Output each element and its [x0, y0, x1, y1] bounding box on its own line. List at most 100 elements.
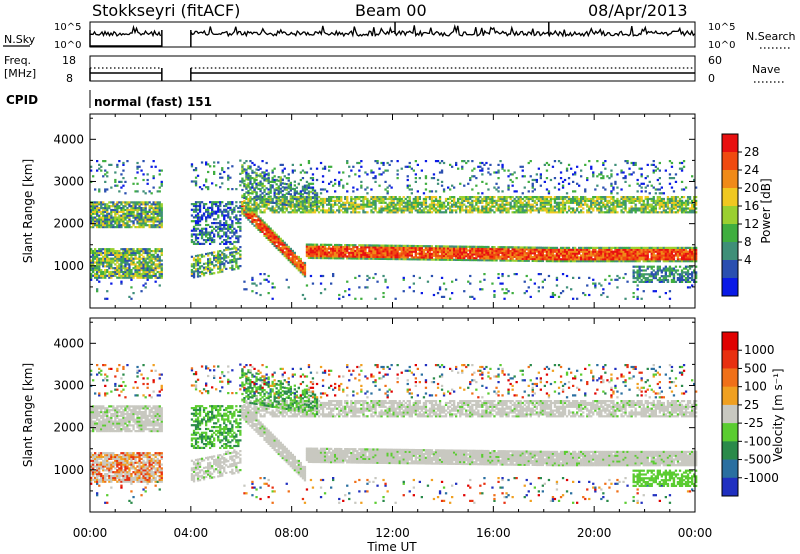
power-cell — [561, 209, 565, 212]
power-cell — [319, 209, 323, 212]
power-cell — [235, 246, 238, 249]
power-cell — [366, 257, 369, 260]
power-cell — [592, 250, 595, 253]
power-cell — [209, 216, 212, 219]
power-cell — [192, 208, 196, 211]
power-cell — [551, 248, 555, 251]
power-cell — [194, 262, 198, 265]
power-cell — [479, 255, 482, 258]
power-cell — [578, 248, 581, 251]
power-cell — [549, 201, 553, 204]
power-cell — [517, 205, 520, 208]
power-cell — [138, 274, 141, 277]
power-cell — [384, 244, 387, 247]
power-cell — [243, 211, 246, 214]
power-cell — [315, 207, 319, 210]
power-cell — [138, 248, 141, 251]
power-cell — [108, 267, 111, 270]
power-cell — [263, 221, 266, 224]
power-cell — [440, 247, 444, 250]
power-cell — [239, 255, 242, 258]
power-cell — [557, 250, 561, 253]
power-cell — [467, 205, 470, 208]
power-cell — [259, 273, 262, 276]
power-cell — [120, 261, 123, 264]
power-cell — [491, 199, 494, 202]
power-cell — [328, 255, 331, 258]
power-cell — [132, 259, 135, 262]
power-cell — [588, 199, 591, 202]
power-cell — [120, 280, 123, 283]
power-cell — [126, 203, 129, 206]
power-cell — [257, 195, 260, 198]
power-cell — [420, 256, 423, 259]
power-cell — [110, 259, 113, 262]
power-cell — [239, 159, 242, 162]
power-cell — [527, 199, 530, 202]
power-cell — [124, 261, 127, 264]
power-cell — [257, 174, 260, 177]
power-cell — [438, 209, 442, 212]
power-cell — [525, 207, 528, 210]
power-cell — [156, 224, 159, 227]
power-cell — [537, 286, 540, 289]
power-cell — [106, 253, 109, 256]
power-cell — [430, 249, 434, 252]
power-cell — [590, 167, 593, 170]
power-cell — [267, 172, 270, 175]
power-cell — [551, 246, 555, 249]
power-cell — [313, 247, 317, 250]
power-cell — [192, 242, 196, 245]
power-cell — [541, 246, 544, 249]
power-cell — [352, 165, 355, 168]
power-cell — [299, 194, 302, 197]
power-cell — [255, 186, 258, 189]
power-cell — [394, 254, 397, 257]
power-cell — [531, 250, 534, 253]
power-cell — [354, 197, 357, 201]
power-cell — [386, 186, 389, 189]
power-cell — [315, 167, 319, 170]
power-cell — [426, 247, 430, 250]
power-cell — [209, 212, 212, 215]
power-cell — [328, 201, 331, 204]
power-cell — [233, 251, 236, 254]
power-cell — [428, 197, 432, 201]
power-cell — [461, 167, 464, 170]
power-cell — [340, 205, 343, 208]
power-cell — [402, 256, 405, 259]
power-cell — [233, 268, 236, 271]
power-cell — [563, 209, 567, 212]
power-cell — [257, 226, 260, 229]
power-cell — [112, 224, 115, 227]
power-cell — [231, 188, 234, 191]
power-cell — [563, 197, 567, 201]
power-cell — [146, 267, 149, 270]
power-cell — [225, 222, 228, 225]
power-cell — [247, 203, 250, 206]
power-cell — [457, 199, 460, 202]
power-cell — [330, 211, 333, 214]
power-cell — [267, 229, 270, 232]
freq-label-line2: [MHz] — [4, 67, 36, 80]
power-cell — [307, 161, 311, 165]
power-cell — [104, 222, 107, 225]
power-cell — [196, 273, 200, 276]
power-cell — [545, 201, 549, 204]
power-cell — [418, 177, 421, 180]
power-cell — [249, 196, 252, 199]
power-cell — [140, 222, 143, 225]
power-cell — [277, 247, 280, 250]
power-cell — [531, 252, 534, 255]
power-cell — [477, 205, 480, 208]
power-cell — [100, 226, 103, 229]
power-cell — [241, 177, 244, 180]
power-cell — [479, 251, 482, 254]
power-cell — [102, 160, 105, 163]
power-cell — [239, 253, 242, 256]
power-cell — [537, 256, 540, 259]
power-cell — [555, 258, 559, 261]
power-cell — [576, 196, 579, 199]
power-cell — [98, 218, 101, 221]
power-cell — [309, 254, 313, 258]
